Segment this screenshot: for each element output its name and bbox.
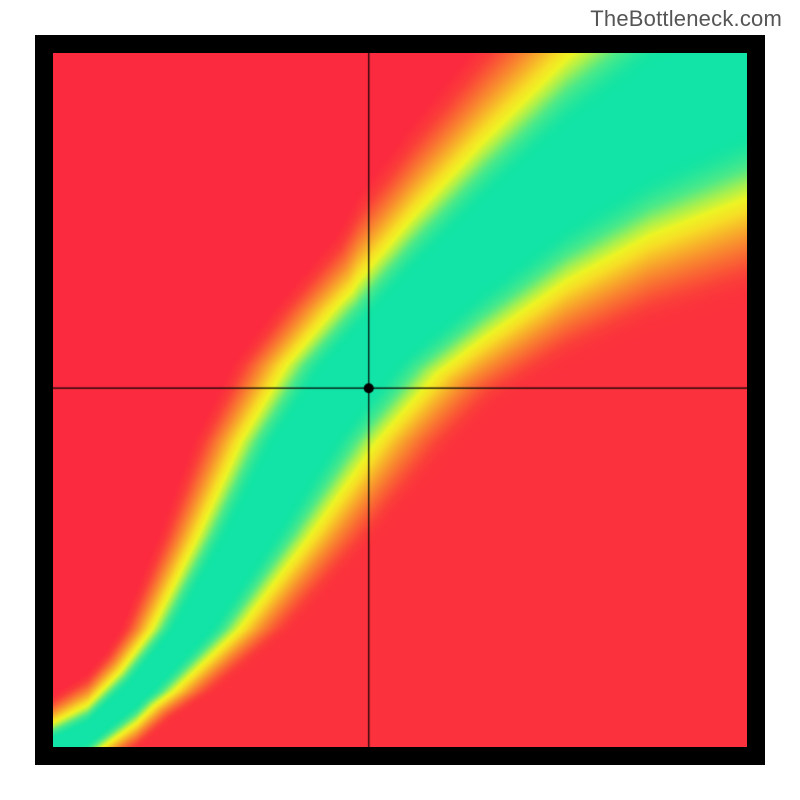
attribution-label: TheBottleneck.com xyxy=(590,6,782,32)
bottleneck-heatmap xyxy=(53,53,747,747)
root: TheBottleneck.com xyxy=(0,0,800,800)
